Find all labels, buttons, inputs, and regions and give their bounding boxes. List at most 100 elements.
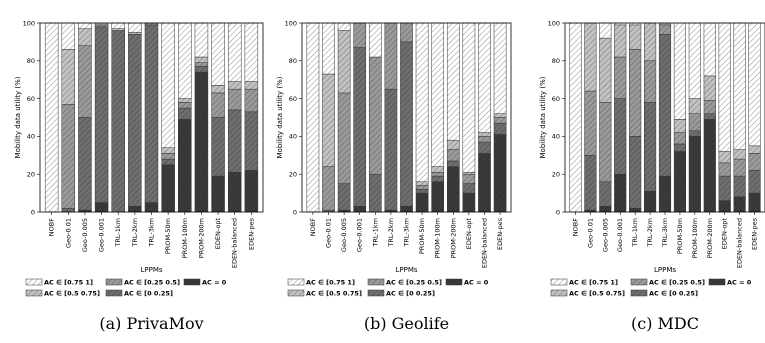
bar-geo-0-001-ac-0-0-25 bbox=[353, 47, 367, 207]
y-tick-label: 100 bbox=[285, 19, 297, 27]
bar-geo-0-005-ac-0-75-1 bbox=[599, 22, 612, 39]
legend-label: AC ∈ [0 0.25] bbox=[124, 290, 173, 298]
bar-eden-opt-ac-0-25-0-5 bbox=[462, 173, 476, 184]
bar-prom-50m-ac-0-5-0-75 bbox=[673, 119, 686, 133]
bar-geo-0-01-ac-0-25-0-5 bbox=[61, 104, 76, 209]
bar-geo-0-005-ac-0-5-0-75 bbox=[337, 30, 351, 94]
bar-prom-100m-ac-0-5-0-75 bbox=[431, 166, 445, 173]
x-tick-label: Geo-0.001 bbox=[616, 218, 624, 252]
bar-geo-0-005-ac-0-75-1 bbox=[337, 22, 351, 31]
bar-prom-100m-ac-0-5-0-75 bbox=[178, 98, 192, 103]
x-tick-label: NOBF bbox=[48, 218, 56, 236]
x-tick-label: PROM-100m bbox=[691, 218, 699, 258]
legend-swatch bbox=[630, 278, 648, 286]
bar-eden-balanced-ac-0 bbox=[478, 153, 491, 213]
plot-frame bbox=[564, 22, 765, 213]
y-tick-label: 80 bbox=[552, 57, 560, 65]
bar-prom-200m-ac-0-0-25 bbox=[194, 66, 209, 73]
legend-swatch bbox=[183, 278, 201, 286]
bar-trl-3km-ac-0-0-25 bbox=[658, 34, 672, 177]
subfigure-caption: (a) PrivaMov bbox=[99, 314, 203, 333]
bar-eden-opt-ac-0-75-1 bbox=[718, 22, 731, 152]
bar-trl-2km-ac-0-0-25 bbox=[128, 34, 142, 207]
bar-prom-100m-ac-0-75-1 bbox=[178, 22, 192, 99]
y-tick-label: 60 bbox=[289, 95, 297, 103]
y-tick-label: 20 bbox=[289, 171, 297, 179]
legend-swatch bbox=[367, 278, 385, 286]
legend-swatch bbox=[105, 278, 123, 286]
bar-prom-50m-ac-0-0-25 bbox=[161, 158, 175, 166]
y-axis-label: Mobility data utility (%) bbox=[276, 76, 284, 158]
bar-prom-100m-ac-0-25-0-5 bbox=[178, 102, 192, 109]
bar-eden-balanced-ac-0-75-1 bbox=[733, 22, 746, 150]
legend: AC ∈ [0.75 1] AC ∈ [0.25 0.5] AC = 0 AC ∈ [… bbox=[550, 278, 752, 298]
bar-eden-balanced-ac-0-0-25 bbox=[478, 141, 491, 154]
bar-prom-200m-ac-0-75-1 bbox=[194, 22, 209, 58]
legend-swatch bbox=[445, 278, 463, 286]
legend-label: AC = 0 bbox=[202, 279, 227, 287]
bar-eden-pes-ac-0 bbox=[493, 134, 507, 213]
bar-prom-50m-ac-0-25-0-5 bbox=[161, 153, 175, 160]
x-axis-label: LPPMs bbox=[654, 266, 676, 274]
bar-prom-100m-ac-0 bbox=[688, 136, 701, 213]
bar-eden-pes-ac-0 bbox=[748, 192, 761, 213]
bar-prom-50m-ac-0-0-25 bbox=[415, 189, 429, 194]
bar-trl-1km-ac-0-75-1 bbox=[368, 22, 382, 58]
bar-prom-50m-ac-0-75-1 bbox=[415, 22, 429, 183]
bar-geo-0-001-ac-0 bbox=[353, 206, 367, 213]
legend-swatch bbox=[630, 289, 648, 297]
bar-eden-opt-ac-0-5-0-75 bbox=[718, 151, 731, 164]
bar-prom-50m-ac-0 bbox=[673, 151, 686, 213]
bar-eden-balanced-ac-0-0-25 bbox=[733, 175, 746, 198]
bar-eden-opt-ac-0-25-0-5 bbox=[211, 92, 225, 118]
bar-prom-200m-ac-0 bbox=[446, 166, 460, 213]
x-tick-label: EDEN-balanced bbox=[231, 218, 239, 268]
x-tick-label: TRL-2km bbox=[387, 218, 395, 248]
y-tick-label: 60 bbox=[27, 95, 35, 103]
bar-eden-balanced-ac-0-5-0-75 bbox=[733, 149, 746, 160]
chart-panel-2: NOBF Geo-0.01 Geo-0.005 Geo-0.001 TRL-1km TRL… bbox=[276, 19, 512, 333]
bar-trl-1km-ac-0-5-0-75 bbox=[629, 24, 642, 50]
legend-swatch bbox=[550, 289, 568, 297]
legend-label: AC ∈ [0.25 0.5] bbox=[649, 279, 705, 287]
legend-label: AC = 0 bbox=[464, 279, 489, 287]
x-tick-label: EDEN-balanced bbox=[480, 218, 488, 268]
bar-geo-0-005-ac-0-0-25 bbox=[337, 183, 351, 211]
bar-prom-200m-ac-0-25-0-5 bbox=[446, 149, 460, 162]
bar-eden-pes-ac-0-25-0-5 bbox=[493, 117, 507, 124]
bar-trl-2km-ac-0-25-0-5 bbox=[384, 22, 398, 90]
bar-trl-3km-ac-0-0-25 bbox=[400, 41, 413, 207]
x-tick-label: PROM-200m bbox=[706, 218, 714, 258]
legend-label: AC ∈ [0.25 0.5] bbox=[386, 279, 442, 287]
y-tick-label: 40 bbox=[289, 133, 297, 141]
x-tick-label: Geo-0.01 bbox=[586, 218, 594, 248]
y-tick-label: 80 bbox=[289, 57, 297, 65]
bar-eden-opt-ac-0-5-0-75 bbox=[462, 172, 476, 175]
bar-prom-50m-ac-0 bbox=[415, 192, 429, 213]
legend-swatch bbox=[367, 289, 385, 297]
legend-swatch bbox=[708, 278, 726, 286]
y-tick-label: 0 bbox=[31, 208, 35, 216]
x-tick-label: TRL-2km bbox=[646, 218, 654, 248]
bar-prom-200m-ac-0-25-0-5 bbox=[703, 100, 716, 114]
legend-label: AC ∈ [0.75 1] bbox=[569, 279, 618, 287]
x-tick-label: PROM-100m bbox=[434, 218, 442, 258]
x-tick-label: PROM-50m bbox=[418, 218, 426, 254]
bar-trl-1km-ac-0 bbox=[629, 207, 642, 213]
bar-eden-opt-ac-0-5-0-75 bbox=[211, 85, 225, 94]
bar-eden-pes-ac-0-0-25 bbox=[748, 170, 761, 194]
x-tick-label: EDEN-balanced bbox=[736, 218, 744, 268]
bar-prom-100m-ac-0-5-0-75 bbox=[688, 98, 701, 114]
bar-geo-0-005-ac-0-5-0-75 bbox=[78, 28, 92, 46]
x-tick-label: PROM-100m bbox=[181, 218, 189, 258]
bar-prom-50m-ac-0-75-1 bbox=[673, 22, 686, 120]
bar-geo-0-001-ac-0-25-0-5 bbox=[353, 22, 367, 48]
bar-geo-0-01-ac-0-0-25 bbox=[61, 207, 76, 213]
bar-eden-pes-ac-0-25-0-5 bbox=[244, 88, 259, 113]
bar-eden-opt-ac-0-75-1 bbox=[462, 22, 476, 173]
x-axis-label: LPPMs bbox=[140, 266, 162, 274]
bar-prom-200m-ac-0-5-0-75 bbox=[703, 75, 716, 101]
legend-label: AC = 0 bbox=[727, 279, 752, 287]
bar-prom-100m-ac-0-0-25 bbox=[688, 130, 701, 137]
